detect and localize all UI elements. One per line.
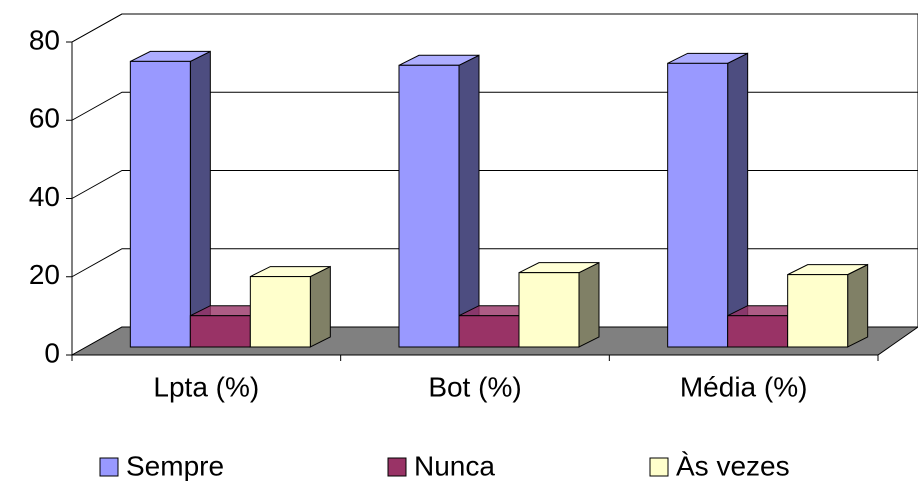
grid-line <box>71 170 918 199</box>
bar <box>129 60 191 348</box>
legend-label: Às vezes <box>676 450 790 481</box>
grid-line <box>71 91 918 121</box>
grid-line <box>71 13 918 43</box>
bar <box>249 276 311 348</box>
legend-swatch <box>387 457 407 477</box>
bar-side <box>847 263 869 348</box>
x-tick-label: Média (%) <box>680 371 808 402</box>
bar <box>727 315 789 348</box>
bar <box>518 272 580 348</box>
grid-line <box>71 248 918 278</box>
bar <box>398 64 460 348</box>
bar <box>189 315 251 348</box>
bar <box>787 274 849 348</box>
legend-swatch <box>649 457 669 477</box>
x-tick-label: Lpta (%) <box>153 371 259 402</box>
legend-swatch <box>99 457 119 477</box>
y-tick-label: 80 <box>29 24 60 55</box>
bar-side <box>458 54 480 348</box>
y-tick-label: 0 <box>44 337 60 368</box>
y-tick-label: 60 <box>29 103 60 134</box>
bar-side <box>578 261 600 348</box>
legend-label: Sempre <box>126 450 224 481</box>
bar-side <box>309 265 331 348</box>
bar <box>667 62 729 348</box>
bar-side <box>189 50 211 348</box>
y-tick-label: 20 <box>29 259 60 290</box>
bar <box>458 315 520 348</box>
legend-label: Nunca <box>414 450 495 481</box>
bar-side <box>727 52 749 348</box>
y-tick-label: 40 <box>29 181 60 212</box>
x-tick-label: Bot (%) <box>428 371 521 402</box>
